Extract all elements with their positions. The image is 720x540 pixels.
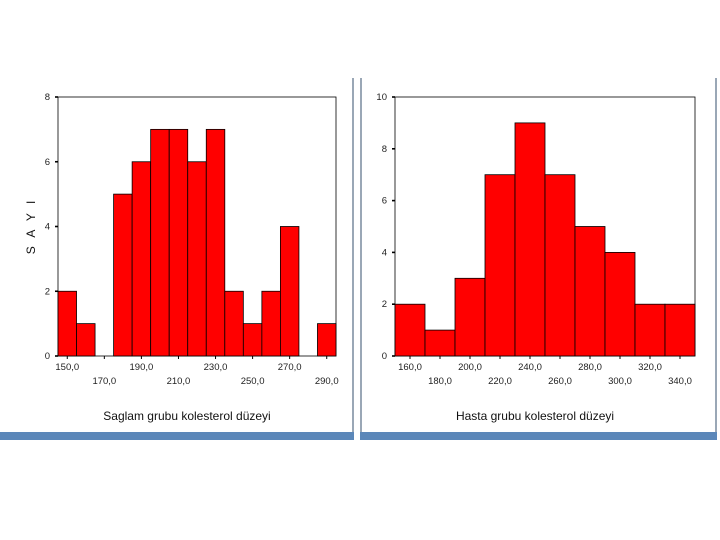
histogram-bar bbox=[604, 251, 636, 357]
x-tick-label: 150,0 bbox=[55, 362, 79, 373]
panel-bottom-strip bbox=[360, 432, 717, 440]
histogram-bar bbox=[57, 290, 77, 357]
histogram-bar bbox=[187, 161, 207, 357]
x-tick-label: 340,0 bbox=[668, 376, 692, 387]
histogram-bar bbox=[261, 290, 281, 357]
y-tick-label: 6 bbox=[382, 196, 387, 207]
x-tick-label: 170,0 bbox=[92, 376, 116, 387]
histogram-bar bbox=[634, 303, 666, 357]
histogram-bar bbox=[424, 329, 456, 357]
x-axis-title: Saglam grubu kolesterol düzeyi bbox=[103, 409, 270, 423]
histogram-bar bbox=[544, 174, 576, 357]
histogram-1: 0 2 4 6 8 150,0 190,0 230,0 270,0 170,0 210,0 250,0… bbox=[0, 78, 354, 440]
histogram-bar bbox=[131, 161, 152, 357]
x-tick-label: 180,0 bbox=[428, 376, 452, 387]
x-tick-label: 240,0 bbox=[518, 362, 542, 373]
panel-bottom-strip bbox=[0, 432, 354, 440]
histogram-bar bbox=[76, 323, 96, 357]
histogram-bar bbox=[168, 128, 189, 357]
x-tick-label: 220,0 bbox=[488, 376, 512, 387]
y-tick-label: 8 bbox=[45, 92, 50, 103]
x-tick-label: 190,0 bbox=[130, 362, 154, 373]
histogram-bar bbox=[113, 193, 133, 357]
y-tick-label: 10 bbox=[376, 92, 387, 103]
x-tick-label: 280,0 bbox=[578, 362, 602, 373]
x-axis-title: Hasta grubu kolesterol düzeyi bbox=[456, 409, 614, 423]
x-tick-label: 200,0 bbox=[458, 362, 482, 373]
x-tick-label: 260,0 bbox=[548, 376, 572, 387]
x-tick-label: 210,0 bbox=[167, 376, 191, 387]
histogram-2: 0 2 4 6 8 10 160,0 200,0 240,0 280,0 320,0 180,0 220… bbox=[360, 78, 717, 440]
x-tick-label: 290,0 bbox=[315, 376, 339, 387]
histogram-bar bbox=[484, 174, 516, 357]
histogram-bar bbox=[514, 122, 546, 357]
x-tick-label: 300,0 bbox=[608, 376, 632, 387]
histogram-bar bbox=[454, 277, 486, 357]
y-axis-title: S A Y I bbox=[24, 198, 38, 255]
y-tick-label: 8 bbox=[382, 144, 387, 155]
histogram-bar bbox=[205, 128, 226, 357]
y-tick-label: 2 bbox=[45, 286, 50, 297]
histogram-bar bbox=[664, 303, 696, 357]
histogram-bar bbox=[574, 226, 606, 357]
histogram-bar bbox=[150, 128, 170, 357]
x-tick-label: 250,0 bbox=[241, 376, 265, 387]
x-tick-label: 320,0 bbox=[638, 362, 662, 373]
y-tick-label: 4 bbox=[382, 247, 387, 258]
x-tick-label: 230,0 bbox=[204, 362, 228, 373]
y-tick-label: 0 bbox=[45, 351, 50, 362]
x-tick-label: 270,0 bbox=[278, 362, 302, 373]
histogram-bar bbox=[317, 323, 337, 357]
y-tick-label: 4 bbox=[45, 222, 50, 233]
histogram-bar bbox=[279, 226, 300, 357]
y-tick-label: 2 bbox=[382, 299, 387, 310]
x-tick-label: 160,0 bbox=[398, 362, 422, 373]
histogram-bar bbox=[242, 323, 263, 357]
histogram-bar bbox=[394, 303, 426, 357]
histogram-bar bbox=[224, 290, 244, 357]
y-tick-label: 6 bbox=[45, 157, 50, 168]
y-tick-label: 0 bbox=[382, 351, 387, 362]
